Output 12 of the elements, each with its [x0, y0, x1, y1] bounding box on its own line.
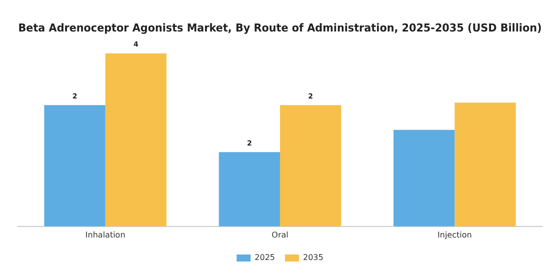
x-tick-label: Injection — [438, 230, 472, 240]
bar — [454, 102, 516, 226]
legend-label: 2025 — [254, 253, 275, 262]
x-tick-label: Inhalation — [85, 230, 126, 240]
bar — [44, 105, 106, 226]
bar — [280, 105, 342, 226]
x-tick-label: Oral — [272, 230, 288, 240]
bar — [394, 130, 455, 226]
legend-label: 2035 — [303, 253, 324, 262]
bar — [218, 152, 280, 226]
chart-title: Beta Adrenoceptor Agonists Market, By Route of Administration, 2025-2035 (USD Billion) — [18, 21, 542, 35]
bar — [105, 53, 166, 226]
